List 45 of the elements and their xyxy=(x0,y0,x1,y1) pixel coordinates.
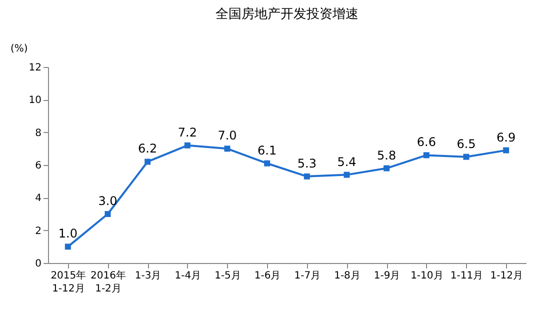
y-axis-title: (%) xyxy=(10,44,28,54)
data-label: 6.9 xyxy=(496,130,516,144)
x-tick-label: 1-11月 xyxy=(450,270,484,282)
point xyxy=(463,154,470,160)
x-tick-label: 1-3月 xyxy=(134,270,162,282)
data-label: 5.8 xyxy=(377,148,396,162)
point xyxy=(224,146,230,152)
x-tick-label: 1-6月 xyxy=(254,270,281,282)
x-tick-label: 1-10月 xyxy=(410,270,444,282)
data-label: 1.0 xyxy=(58,226,78,241)
point xyxy=(304,173,310,180)
chart-title: 全国房地产开发投资增速 xyxy=(216,6,358,22)
x-tick-label: 1-4月 xyxy=(174,270,202,282)
data-label: 5.3 xyxy=(297,156,316,170)
x-tick-label: 2016年 1-2月 xyxy=(90,270,126,294)
x-tick-label: 1-9月 xyxy=(374,270,400,282)
y-tick-label: 8 xyxy=(35,128,42,139)
data-label: 6.6 xyxy=(416,135,436,150)
data-label: 7.2 xyxy=(178,125,197,140)
data-label: 7.0 xyxy=(218,128,237,143)
data-label: 6.2 xyxy=(138,142,158,156)
y-tick-label: 6 xyxy=(35,160,42,172)
point xyxy=(503,147,510,154)
data-label: 5.4 xyxy=(337,154,356,169)
point xyxy=(384,165,390,172)
y-tick-label: 0 xyxy=(35,258,42,270)
point xyxy=(184,142,190,148)
x-tick-label: 1-12月 xyxy=(490,270,523,282)
point xyxy=(104,211,111,217)
point xyxy=(423,152,430,158)
point xyxy=(344,172,350,178)
y-tick-label: 10 xyxy=(28,95,42,106)
x-tick-label: 1-8月 xyxy=(334,270,360,282)
point xyxy=(64,244,71,250)
y-tick-label: 4 xyxy=(35,193,42,204)
x-tick-label: 1-5月 xyxy=(214,270,241,282)
data-label: 3.0 xyxy=(98,194,118,208)
x-tick-label: 2015年 1-12月 xyxy=(50,270,86,294)
y-tick-label: 2 xyxy=(35,226,42,237)
data-label: 6.5 xyxy=(456,136,476,151)
x-tick-label: 1-7月 xyxy=(294,270,321,282)
y-tick-label: 12 xyxy=(28,62,42,74)
data-label: 6.1 xyxy=(258,143,277,158)
point xyxy=(264,160,270,166)
point xyxy=(144,158,151,165)
